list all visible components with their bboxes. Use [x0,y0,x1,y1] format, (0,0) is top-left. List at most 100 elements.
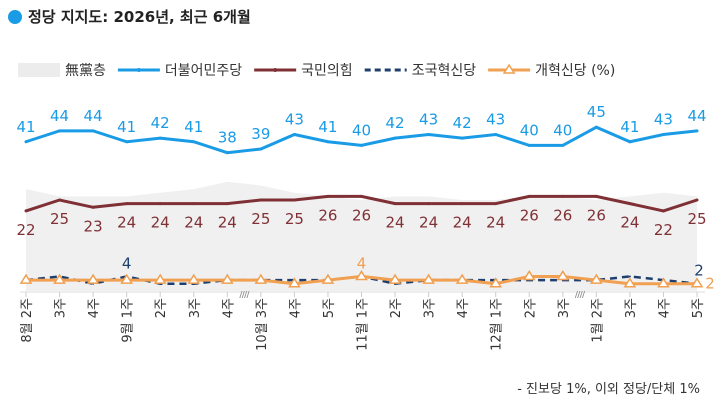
data-point [489,277,503,288]
data-label: 24 [620,214,639,232]
data-point [393,136,397,140]
chart-title: 정당 지지도: 2026년, 최근 6개월 [8,6,251,27]
footnote: - 진보당 1%, 이외 정당/단체 1% [517,382,700,397]
data-point [321,273,335,284]
data-point [623,277,637,288]
data-point [695,198,699,202]
data-label: 24 [453,214,472,232]
data-point [91,129,95,133]
data-label: 26 [587,206,606,224]
data-label: 22 [16,221,35,239]
data-label: 25 [50,210,69,228]
data-label: 4 [122,254,132,272]
title-bullet-icon [8,9,22,24]
data-point [19,273,33,284]
legend-label: 더불어민주당 [165,63,242,79]
data-point [589,273,603,284]
data-point [628,202,632,206]
x-tick-label: 1월 2주 [590,298,605,343]
data-label: 4 [357,254,367,272]
data-label: 23 [84,217,103,235]
data-label: 26 [318,206,337,224]
data-point [628,275,631,278]
x-tick-label: 3주 [557,298,572,318]
legend-label: 無黨층 [65,63,106,79]
data-point [86,273,100,284]
data-label: 41 [16,118,35,136]
data-point [455,273,469,284]
x-tick-label: 2주 [154,298,169,318]
axis-break-mark: //// [575,289,586,300]
x-tick-label: 3주 [624,298,639,318]
data-point [292,198,296,202]
data-point [695,129,699,133]
x-tick-label: 5주 [691,298,706,318]
data-label: 40 [520,121,539,139]
data-label: 2 [705,275,715,293]
data-label: 25 [251,210,270,228]
x-tick-label: 5주 [322,298,337,318]
data-point [254,273,268,284]
data-point [460,202,464,206]
data-point [427,202,431,206]
data-point [388,273,402,284]
data-point [158,202,162,206]
data-label: 41 [620,118,639,136]
x-tick-label: 10월 3주 [255,298,270,351]
x-tick-label: 11월 1주 [356,298,371,351]
data-point [690,277,704,288]
data-point [393,202,397,206]
data-point [561,194,565,198]
legend-marker [502,63,516,74]
data-point [355,270,368,281]
x-tick-label: 9월 1주 [121,298,136,343]
data-point [158,136,162,140]
data-point [494,132,498,136]
x-tick-label: 2주 [523,298,538,318]
data-point [494,202,498,206]
data-label: 24 [419,214,438,232]
data-label: 39 [251,125,270,143]
data-point [527,143,531,147]
data-point [225,202,229,206]
legend-label: 개혁신당 (%) [535,63,615,79]
data-point [427,132,431,136]
data-label: 41 [184,118,203,136]
data-label: 25 [285,210,304,228]
data-label: 22 [654,221,673,239]
data-label: 42 [151,114,170,132]
title-text: 정당 지지도: 2026년, 최근 6개월 [28,8,251,26]
data-point [460,136,464,140]
data-point [422,273,435,284]
data-point [192,140,196,144]
x-tick-label: 4주 [657,298,672,318]
data-label: 45 [587,103,606,121]
data-point [661,132,665,136]
data-point [657,277,670,288]
legend-item: 국민의힘 [254,63,353,79]
data-point [556,270,570,281]
area-series-nonpartisan [26,181,697,291]
data-label: 26 [352,206,371,224]
x-tick-label: 4주 [288,298,303,318]
data-label: 43 [419,110,438,128]
x-tick-label: 3주 [188,298,203,318]
data-label: 44 [84,107,103,125]
x-tick-label: 3주 [54,298,69,318]
legend-label: 조국혁신당 [412,63,477,79]
data-label: 43 [285,110,304,128]
data-point [628,140,632,144]
data-label: 24 [184,214,203,232]
data-label: 24 [151,214,170,232]
data-point [24,209,28,213]
data-point [594,194,598,198]
legend-item: 더불어민주당 [117,63,242,79]
x-tick-label: 4주 [87,298,102,318]
data-point [661,209,665,213]
data-label: 42 [386,114,405,132]
legend-item: 無黨층 [18,63,106,79]
data-point [125,202,129,206]
data-label: 40 [553,121,572,139]
data-point [326,140,330,144]
